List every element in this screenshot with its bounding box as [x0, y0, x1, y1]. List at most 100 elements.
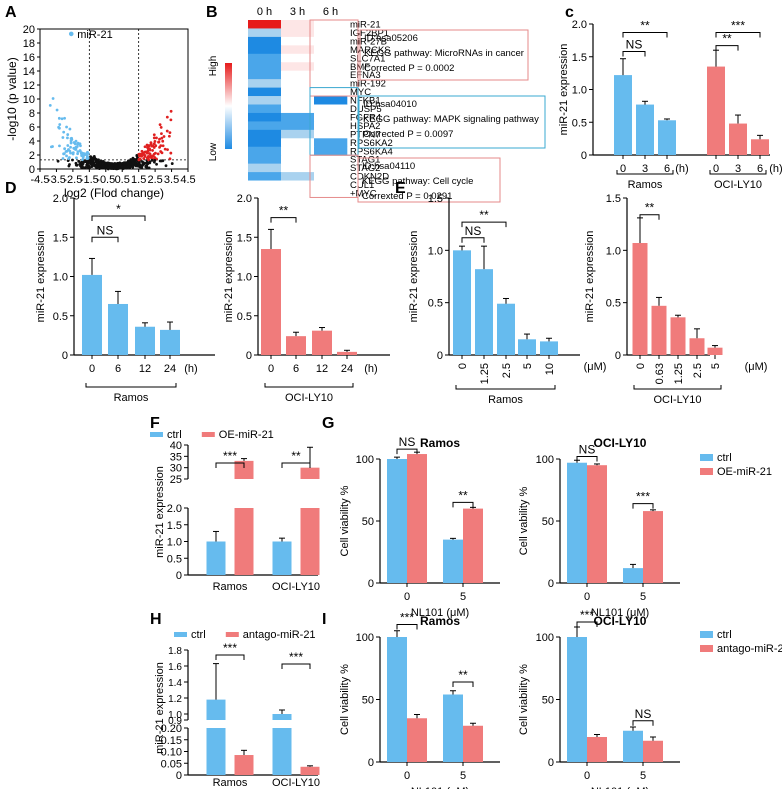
A-point — [165, 129, 169, 133]
I2-bracket-label: NS — [635, 707, 652, 721]
D-x-tick-label: 0 — [89, 363, 95, 375]
D-bar — [82, 274, 102, 355]
A-x-tick-label: -2.5 — [63, 174, 82, 186]
I-bracket-label: *** — [400, 611, 414, 625]
B-gene-label: MARCKS — [350, 45, 391, 56]
A-point — [78, 163, 82, 166]
D2-y-tick-label: 1.5 — [237, 232, 252, 244]
E-bracket-label: NS — [465, 224, 482, 238]
c-y-tick-label: 1.0 — [572, 85, 587, 97]
A-x-tick-label: -4.5 — [31, 174, 50, 186]
A-point — [151, 149, 154, 152]
c-bar — [658, 120, 676, 155]
A-point — [81, 162, 85, 166]
A-point — [149, 141, 153, 144]
B-heatmap-cell — [281, 189, 315, 198]
B-heatmap-cell — [248, 189, 282, 198]
A-y-tick-label: 0 — [29, 164, 35, 176]
A-point — [90, 162, 94, 165]
A-point — [108, 163, 111, 167]
A-point — [147, 144, 151, 148]
c-x-tick-label: 6 — [664, 163, 670, 175]
A-point — [169, 118, 173, 122]
G2-bracket — [576, 456, 598, 462]
G2-bar — [643, 511, 663, 583]
A-point — [89, 155, 93, 159]
A-point — [80, 154, 84, 157]
E2-bar — [651, 305, 667, 355]
F-upper-y-tick-label: 25 — [170, 474, 182, 486]
F-legend-label: OE-miR-21 — [219, 429, 274, 441]
F-legend-swatch — [150, 432, 163, 437]
A-point — [137, 158, 141, 162]
F-bar — [272, 541, 292, 575]
A-point — [85, 154, 89, 158]
A-x-tick-label: -1.5 — [80, 174, 99, 186]
A-point — [126, 163, 130, 167]
B-pathway-id: ID:hsa04010 — [363, 99, 417, 110]
D2-bar — [337, 351, 357, 355]
I2-y-label: Cell viability % — [518, 664, 530, 735]
panel-label: A — [5, 4, 17, 21]
G-bracket — [396, 448, 418, 455]
A-point — [137, 154, 141, 158]
H-group-label: Ramos — [213, 777, 248, 789]
A-point-mir21 — [68, 31, 74, 37]
A-point — [128, 165, 132, 168]
A-point — [62, 152, 65, 156]
B-heatmap-cell — [314, 28, 348, 38]
A-point — [152, 152, 156, 156]
A-point — [86, 150, 89, 154]
E2-x-tick-label: 2.5 — [692, 363, 704, 378]
A-point — [66, 136, 69, 140]
H-y-tick-label: 1.2 — [168, 694, 182, 705]
G2-x-label: NL101 (μM) — [591, 607, 649, 619]
A-point — [83, 159, 87, 163]
H-bar — [234, 755, 254, 775]
A-point — [101, 162, 105, 166]
A-point — [80, 165, 83, 169]
A-point — [65, 154, 68, 158]
c-unit-label: (h) — [675, 163, 688, 175]
D-bar — [160, 329, 180, 355]
G-x-tick-label: 5 — [460, 591, 466, 603]
B-heatmap-cell — [281, 180, 315, 190]
A-point — [141, 163, 145, 167]
B-gene-label: PTPN7 — [350, 129, 381, 140]
B-heatmap-cell — [281, 155, 315, 164]
B-heatmap-cell — [248, 36, 282, 46]
A-point — [75, 145, 79, 148]
D2-bracket-label: ** — [279, 204, 289, 218]
A-point — [67, 157, 70, 161]
c-y-label: miR-21 expression — [558, 44, 570, 136]
A-point — [161, 144, 165, 148]
F-lower-y-tick-label: 2.0 — [167, 503, 182, 515]
c-x-tick-label: 6 — [757, 163, 763, 175]
A-point — [66, 133, 70, 136]
B-heatmap-cell — [248, 121, 282, 131]
A-point — [131, 163, 135, 167]
A-point — [51, 97, 55, 100]
A-point — [61, 136, 65, 139]
A-point — [58, 123, 62, 126]
E-bracket-label: ** — [479, 208, 489, 222]
A-point — [122, 162, 126, 166]
E-y-tick-label: 0 — [437, 350, 443, 362]
E-bar — [518, 339, 536, 355]
I-y-tick-label: 100 — [356, 632, 374, 644]
F-bracket-label: *** — [223, 449, 237, 463]
G-title: Ramos — [420, 436, 460, 450]
H-bar — [300, 766, 320, 775]
E2-x-tick-label: 5 — [710, 363, 722, 369]
B-heatmap-cell — [281, 87, 315, 97]
G2-bracket — [632, 503, 654, 509]
A-point — [131, 161, 135, 165]
A-point — [118, 163, 122, 167]
A-point — [133, 161, 137, 165]
B-heatmap-cell — [281, 163, 315, 173]
E-y-tick-label: 1.0 — [428, 245, 443, 257]
A-point — [64, 150, 68, 153]
A-y-tick-label: 6 — [29, 122, 35, 134]
B-gene-label: IGF2BP1 — [350, 28, 389, 39]
F-bar-lower — [234, 508, 254, 575]
